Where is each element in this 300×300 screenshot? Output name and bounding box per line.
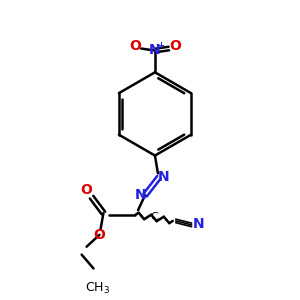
Text: N: N <box>149 43 161 56</box>
Text: +: + <box>158 41 164 50</box>
Text: CH$_3$: CH$_3$ <box>85 281 110 296</box>
Text: O: O <box>94 228 105 242</box>
Text: O: O <box>81 183 92 197</box>
Text: N: N <box>134 188 146 202</box>
Text: O: O <box>129 39 141 52</box>
Text: N: N <box>193 217 204 231</box>
Text: C: C <box>150 212 158 222</box>
Text: O: O <box>169 39 181 52</box>
Text: N: N <box>158 170 170 184</box>
